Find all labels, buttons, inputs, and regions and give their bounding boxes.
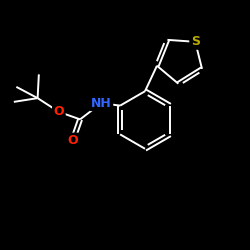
Text: NH: NH bbox=[91, 96, 112, 110]
Text: O: O bbox=[54, 106, 64, 118]
Text: O: O bbox=[67, 134, 78, 147]
Text: S: S bbox=[191, 35, 200, 48]
